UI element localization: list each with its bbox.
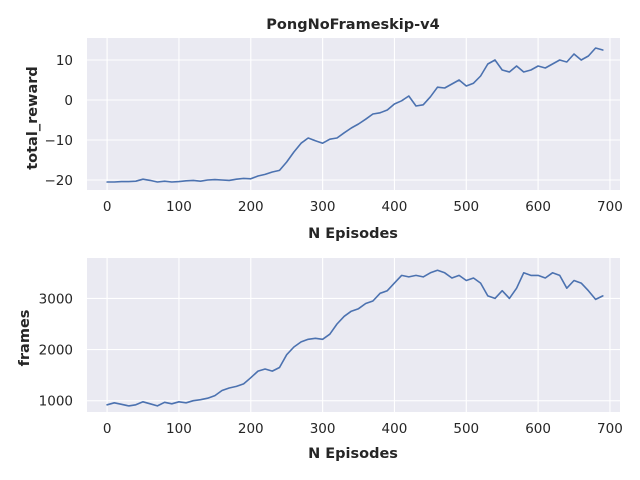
- x-tick-label: 300: [310, 421, 336, 437]
- x-tick-label: 200: [238, 199, 264, 215]
- x-tick-label: 100: [166, 199, 192, 215]
- y-axis-label-frames: frames: [17, 310, 33, 367]
- chart-title: PongNoFrameskip-v4: [266, 17, 439, 33]
- x-tick-label: 200: [238, 421, 264, 437]
- x-tick-label: 100: [166, 421, 192, 437]
- y-tick-label: 10: [56, 53, 73, 69]
- x-tick-label: 0: [103, 199, 112, 215]
- x-tick-label: 400: [382, 421, 408, 437]
- x-tick-label: 700: [597, 199, 623, 215]
- y-tick-label: −10: [45, 133, 74, 149]
- x-axis-label-reward: N Episodes: [308, 226, 398, 242]
- plot-area-reward: [87, 38, 620, 190]
- subplot-reward: PongNoFrameskip-v4 0 100 200 300 400 500 600 70…: [25, 17, 623, 242]
- subplot-frames: 0 100 200 300 400 500 600 700 1000 2000 3000 N Epi…: [17, 258, 623, 462]
- x-tick-label: 500: [453, 199, 479, 215]
- series-line-reward: [106, 47, 604, 183]
- y-tick-label: 0: [64, 93, 73, 109]
- series-line-frames: [106, 269, 604, 407]
- x-axis-label-frames: N Episodes: [308, 446, 398, 462]
- y-tick-label: 2000: [39, 343, 73, 359]
- x-tick-label: 600: [525, 421, 551, 437]
- y-tick-label: −20: [45, 173, 74, 189]
- x-tick-label: 500: [453, 421, 479, 437]
- x-tick-label: 400: [382, 199, 408, 215]
- x-tick-label: 0: [103, 421, 112, 437]
- y-tick-label: 1000: [39, 394, 73, 410]
- plot-area-frames: [87, 258, 620, 412]
- x-tick-label: 600: [525, 199, 551, 215]
- y-tick-label: 3000: [39, 291, 73, 307]
- x-tick-label: 700: [597, 421, 623, 437]
- y-axis-label-reward: total_reward: [25, 66, 41, 170]
- x-tick-label: 300: [310, 199, 336, 215]
